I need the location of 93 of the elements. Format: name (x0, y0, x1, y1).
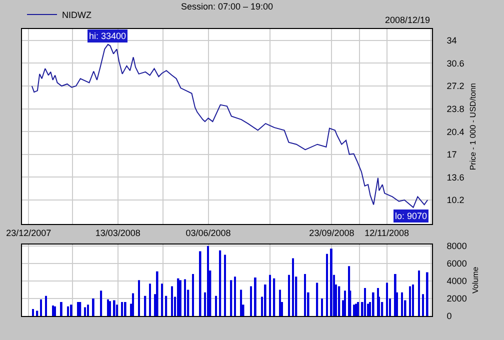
bar (412, 284, 414, 316)
y-tick-label: 27.2 (446, 81, 464, 92)
x-tick-label: 23/12/2007 (6, 228, 52, 238)
bar (250, 286, 252, 316)
bar (192, 274, 194, 316)
y-tick-label: 17 (446, 150, 457, 160)
bar (144, 296, 146, 316)
bar (344, 290, 346, 316)
x-tick-label: 23/09/2008 (309, 228, 354, 238)
bar (292, 258, 294, 316)
bar (138, 280, 140, 316)
bar (100, 290, 102, 316)
y-tick-label: 13.6 (446, 172, 464, 182)
y-tick-label: 8000 (446, 241, 467, 252)
bar (418, 270, 420, 316)
bar (219, 250, 222, 316)
bar (364, 288, 366, 316)
bar (40, 299, 42, 316)
y-tick-label: 4000 (446, 276, 467, 286)
x-tick-label: 03/06/2008 (186, 228, 231, 238)
bar (409, 286, 411, 316)
bar (326, 254, 328, 316)
bar (165, 296, 168, 316)
bar (124, 302, 126, 316)
bar (67, 306, 70, 316)
bar (70, 304, 72, 316)
bar (52, 306, 54, 316)
y-tick-label: 23.8 (446, 104, 464, 114)
x-tick-label: 12/11/2008 (364, 228, 410, 238)
bar (156, 271, 158, 316)
bar (234, 276, 236, 316)
bar (224, 254, 226, 316)
bar (177, 278, 180, 316)
y-tick-label: 0 (446, 311, 452, 322)
bar (113, 300, 116, 316)
bar (107, 299, 109, 316)
bar (330, 248, 332, 316)
bar (338, 286, 340, 316)
bar (132, 293, 134, 316)
bar (116, 304, 118, 316)
bar (184, 279, 186, 316)
bar (87, 304, 89, 316)
y-axis-title: Price - 1 000 - USD/tonn (468, 83, 478, 170)
bar (215, 296, 217, 316)
bar (54, 306, 56, 316)
bar (45, 296, 47, 316)
bar (77, 302, 79, 316)
y-tick-label: 20.4 (446, 126, 464, 137)
bar (240, 290, 242, 316)
text: 2008/12/19 (385, 15, 430, 25)
bar (171, 286, 173, 316)
bar (121, 302, 124, 316)
annotation: lo: 9070 (395, 211, 428, 221)
bar (357, 302, 359, 316)
bar (254, 278, 256, 316)
bar (92, 298, 94, 316)
bar (426, 272, 428, 316)
y-tick-label: 30.6 (446, 58, 464, 68)
annotation: hi: 33400 (89, 31, 126, 41)
bar (279, 290, 281, 316)
bar (207, 246, 209, 316)
bar (316, 282, 318, 316)
bar (84, 307, 86, 316)
bar (60, 302, 62, 316)
bar (372, 292, 374, 316)
bar (353, 304, 355, 316)
bar (149, 284, 151, 316)
bar (273, 278, 276, 316)
bar (394, 274, 396, 316)
bar (269, 274, 271, 316)
bar (422, 294, 424, 316)
y-tick-label: 6000 (446, 258, 467, 269)
y-tick-label: 2000 (446, 294, 467, 304)
bar (264, 284, 266, 316)
legend-label: NIDWZ (62, 10, 92, 20)
bar (179, 280, 182, 316)
y-tick-label: 10.2 (446, 195, 464, 206)
bar (32, 309, 34, 316)
bar (161, 284, 163, 316)
chart-title: Session: 07:00 – 19:00 (180, 2, 274, 12)
bar (386, 282, 388, 316)
bar (321, 298, 323, 316)
bar (230, 280, 232, 316)
bar (199, 251, 202, 316)
bar (288, 274, 290, 316)
bar (304, 274, 306, 316)
line-series (31, 44, 428, 208)
y-axis-title: Volume (470, 266, 480, 294)
bar (401, 292, 403, 316)
x-tick-label: 13/03/2008 (95, 228, 140, 238)
bar (109, 301, 111, 316)
bar (79, 302, 82, 316)
y-tick-label: 34 (446, 36, 457, 46)
